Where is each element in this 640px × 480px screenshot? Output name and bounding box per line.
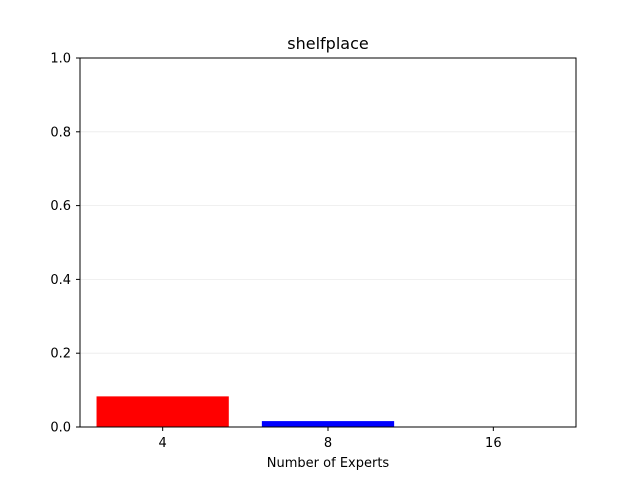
- x-axis-ticks: 4 8 16: [159, 427, 502, 451]
- y-tick-label: 1.0: [50, 52, 71, 67]
- bar-8: [261, 421, 395, 427]
- y-axis-ticks: 0.0 0.2 0.4 0.6 0.8 1.0: [50, 52, 80, 436]
- x-tick-label: 8: [324, 436, 332, 451]
- plot-frame: [79, 57, 577, 428]
- y-tick-label: 0.0: [50, 421, 71, 436]
- x-tick-label: 4: [159, 436, 167, 451]
- chart-title: shelfplace: [287, 34, 368, 53]
- y-tick-label: 0.4: [50, 273, 71, 288]
- y-tick-label: 0.2: [50, 347, 71, 362]
- bar-4: [96, 396, 229, 427]
- y-tick-label: 0.6: [50, 199, 71, 214]
- y-tick-label: 0.8: [50, 125, 71, 140]
- x-tick-label: 16: [485, 436, 502, 451]
- bars: [96, 396, 395, 427]
- x-axis-label: Number of Experts: [267, 456, 390, 471]
- grid-lines: [80, 131, 576, 354]
